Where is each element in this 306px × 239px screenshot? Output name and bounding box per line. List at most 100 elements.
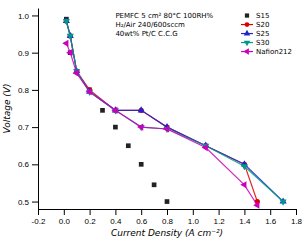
y-tick-mark	[32, 53, 38, 54]
y-tick: 0.8	[18, 86, 38, 95]
data-point	[67, 34, 74, 40]
y-tick-mark	[32, 164, 38, 165]
x-tick: 0.4	[110, 209, 122, 226]
x-tick: 1.0	[188, 209, 200, 226]
x-tick-mark	[38, 209, 39, 215]
series-line	[66, 21, 257, 202]
legend-marker	[243, 48, 249, 54]
y-tick-label: 0.6	[18, 160, 30, 169]
data-point	[137, 124, 143, 131]
legend-item: Nafion212	[241, 48, 292, 56]
x-tick-label: 0.6	[136, 217, 148, 226]
data-point	[63, 19, 70, 25]
legend-item: S25	[241, 30, 269, 38]
data-point	[85, 88, 91, 95]
x-tick-mark	[296, 209, 297, 215]
y-axis: 0.5 0.6 0.7 0.8 0.9 1.0	[18, 9, 39, 210]
legend-marker	[245, 13, 249, 17]
x-tick-mark	[244, 209, 245, 215]
legend-marker	[244, 41, 250, 47]
x-tick-label: 1.4	[239, 217, 251, 226]
x-tick-label: 1.8	[291, 217, 303, 226]
x-tick-mark	[270, 209, 271, 215]
legend-label: S25	[256, 30, 269, 38]
y-tick-mark	[32, 127, 38, 128]
x-tick: -0.2	[32, 209, 46, 226]
y-axis-line	[38, 9, 39, 210]
x-tick-mark	[219, 209, 220, 215]
data-point	[152, 182, 157, 187]
data-point	[66, 49, 72, 56]
y-tick-label: 0.5	[18, 198, 30, 207]
series-line	[66, 21, 283, 202]
y-tick-mark	[32, 202, 38, 203]
data-point	[253, 202, 259, 209]
legend-label: Nafion212	[256, 48, 292, 56]
data-point	[241, 164, 248, 170]
data-point	[280, 199, 287, 205]
legend-label: S30	[256, 39, 269, 47]
series-line	[66, 43, 257, 205]
data-point	[113, 125, 118, 130]
x-tick: 0.2	[85, 209, 97, 226]
x-tick-label: -0.2	[32, 217, 46, 226]
legend-label: S20	[256, 21, 269, 29]
x-tick-label: 0.2	[85, 217, 97, 226]
legend-label: S15	[256, 12, 269, 20]
legend-item: S20	[241, 21, 269, 29]
x-tick-mark	[90, 209, 91, 215]
x-tick-label: 0.8	[162, 217, 174, 226]
x-tick: 0.8	[162, 209, 174, 226]
series-line	[66, 21, 283, 202]
data-point	[126, 143, 131, 148]
annotation: PEMFC 5 cm² 80°C 100RH%H₂/Air 240/600scc…	[115, 12, 213, 38]
legend-item: S15	[245, 12, 269, 20]
x-tick-label: 1.6	[265, 217, 277, 226]
y-tick-label: 0.8	[18, 86, 30, 95]
y-tick-mark	[32, 90, 38, 91]
data-point	[111, 107, 117, 114]
data-point	[240, 181, 246, 188]
data-point	[202, 144, 208, 151]
x-tick-mark	[64, 209, 65, 215]
data-point	[62, 40, 68, 47]
x-tick: 0.0	[59, 209, 71, 226]
data-point	[139, 162, 144, 167]
legend-marker	[245, 22, 250, 27]
x-tick-mark	[115, 209, 116, 215]
marks	[62, 17, 286, 209]
x-tick-mark	[141, 209, 142, 215]
y-tick: 0.7	[18, 123, 38, 132]
legend-marker	[244, 30, 250, 36]
data-point	[100, 108, 105, 113]
legend: S15S20S25S30Nafion212	[241, 12, 292, 56]
y-tick: 0.5	[18, 198, 38, 207]
y-tick-label: 0.9	[18, 49, 30, 58]
y-tick: 0.9	[18, 49, 38, 58]
x-tick-label: 0.0	[59, 217, 71, 226]
x-tick: 1.2	[214, 209, 226, 226]
chart: -0.2 0.0 0.2 0.4 0.6 0.8 1.0 1.2 1.4 1.6 1.8 0.5 0.6…	[0, 0, 306, 239]
plot: -0.2 0.0 0.2 0.4 0.6 0.8 1.0 1.2 1.4 1.6 1.8 0.5 0.6…	[18, 9, 303, 226]
y-tick-label: 1.0	[18, 12, 30, 21]
x-tick-label: 1.0	[188, 217, 200, 226]
legend-item: S30	[241, 39, 269, 47]
y-tick: 0.6	[18, 160, 38, 169]
y-tick-label: 0.7	[18, 123, 30, 132]
x-axis: -0.2 0.0 0.2 0.4 0.6 0.8 1.0 1.2 1.4 1.6 1.8	[32, 209, 303, 226]
x-tick-label: 1.2	[214, 217, 226, 226]
x-tick: 0.6	[136, 209, 148, 226]
x-tick-mark	[167, 209, 168, 215]
x-tick-mark	[193, 209, 194, 215]
x-tick: 1.8	[291, 209, 303, 226]
x-tick-label: 0.4	[110, 217, 122, 226]
data-point	[163, 125, 169, 132]
y-axis-title: Voltage (V)	[2, 84, 12, 134]
data-point	[73, 70, 79, 77]
y-tick-mark	[32, 15, 38, 16]
x-tick: 1.4	[239, 209, 251, 226]
x-axis-title: Current Density (A cm⁻²)	[111, 228, 223, 238]
y-tick: 1.0	[18, 12, 38, 21]
x-tick: 1.6	[265, 209, 277, 226]
data-point	[165, 199, 170, 204]
